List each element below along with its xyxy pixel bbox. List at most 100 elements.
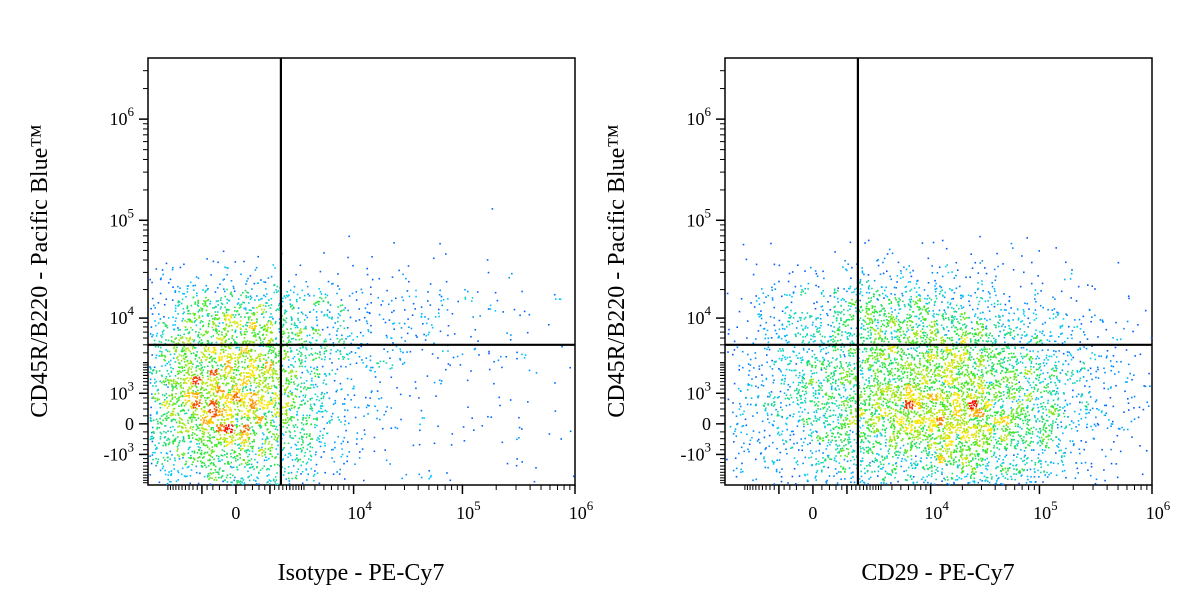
event-dot [172, 403, 174, 406]
event-dot [151, 426, 154, 429]
event-dot [295, 273, 297, 276]
event-dot [931, 272, 934, 274]
event-dot [421, 348, 424, 351]
event-dot [206, 475, 209, 477]
event-dot [811, 464, 813, 466]
event-dot [195, 376, 197, 379]
event-dot [343, 436, 346, 439]
event-dot [275, 483, 277, 485]
event-dot [200, 320, 202, 322]
event-dot [269, 450, 272, 452]
event-dot [275, 448, 278, 450]
event-dot [180, 392, 182, 395]
event-dot [278, 398, 281, 401]
event-dot [848, 467, 851, 469]
event-dot [324, 442, 326, 445]
event-dot [985, 272, 988, 275]
event-dot [275, 289, 277, 291]
event-dot [170, 419, 173, 421]
event-dot [445, 280, 448, 283]
event-dot [244, 450, 246, 452]
event-dot [225, 309, 228, 312]
event-dot [188, 340, 190, 342]
event-dot [1038, 357, 1040, 360]
event-dot [175, 317, 177, 319]
event-dot [804, 437, 806, 440]
event-dot [171, 299, 174, 301]
event-dot [916, 279, 919, 282]
event-dot [165, 419, 168, 421]
event-dot [201, 342, 204, 344]
event-dot [342, 440, 344, 443]
event-dot [166, 452, 169, 455]
event-dot [215, 406, 217, 408]
event-dot [169, 363, 171, 366]
event-dot [174, 310, 177, 312]
event-dot [883, 257, 886, 260]
event-dot [364, 433, 366, 436]
event-dot [252, 372, 254, 374]
event-dot [310, 352, 312, 355]
event-dot [256, 357, 259, 359]
event-dot [160, 432, 163, 435]
event-dot [315, 329, 318, 331]
event-dot [211, 449, 214, 451]
event-dot [789, 414, 791, 417]
event-dot [445, 253, 447, 255]
event-dot [216, 425, 218, 427]
event-dot [190, 403, 193, 405]
event-dot [192, 413, 194, 415]
event-dot [1062, 352, 1065, 355]
event-dot [177, 454, 179, 456]
event-dot [249, 359, 251, 361]
event-dot [210, 394, 212, 397]
event-dot [912, 269, 914, 272]
event-dot [221, 474, 224, 477]
event-dot [244, 359, 247, 361]
event-dot [282, 345, 284, 348]
event-dot [398, 322, 401, 325]
event-dot [304, 327, 306, 329]
event-dot [261, 438, 264, 440]
event-dot [207, 325, 210, 328]
event-dot [264, 281, 267, 284]
event-dot [267, 448, 270, 450]
event-dot [200, 452, 203, 454]
event-dot [775, 332, 778, 335]
event-dot [209, 420, 211, 423]
event-dot [198, 424, 201, 426]
event-dot [757, 396, 759, 399]
event-dot [215, 370, 218, 373]
event-dot [257, 385, 259, 387]
event-dot [1088, 411, 1090, 414]
event-dot [1091, 316, 1093, 318]
event-dot [168, 403, 171, 405]
event-dot [294, 333, 297, 336]
event-dot [221, 390, 223, 393]
event-dot [1068, 325, 1070, 328]
event-dot [191, 395, 194, 398]
event-dot [190, 352, 192, 355]
event-dot [181, 320, 183, 322]
event-dot [765, 377, 768, 380]
event-dot [275, 414, 277, 417]
event-dot [222, 480, 224, 483]
event-dot [399, 359, 402, 361]
event-dot [205, 359, 207, 361]
event-dot [213, 479, 216, 481]
event-dot [864, 472, 866, 475]
event-dot [313, 303, 315, 305]
event-dot [1149, 385, 1151, 387]
event-dot [236, 434, 238, 436]
event-dot [249, 388, 251, 390]
event-dot [431, 324, 433, 326]
event-dot [269, 320, 272, 322]
event-dot [272, 360, 275, 363]
event-dot [423, 333, 425, 336]
event-dot [302, 436, 304, 438]
event-dot [282, 357, 284, 360]
event-dot [222, 337, 225, 340]
event-dot [240, 430, 242, 433]
event-dot [241, 366, 244, 368]
event-dot [202, 289, 204, 291]
